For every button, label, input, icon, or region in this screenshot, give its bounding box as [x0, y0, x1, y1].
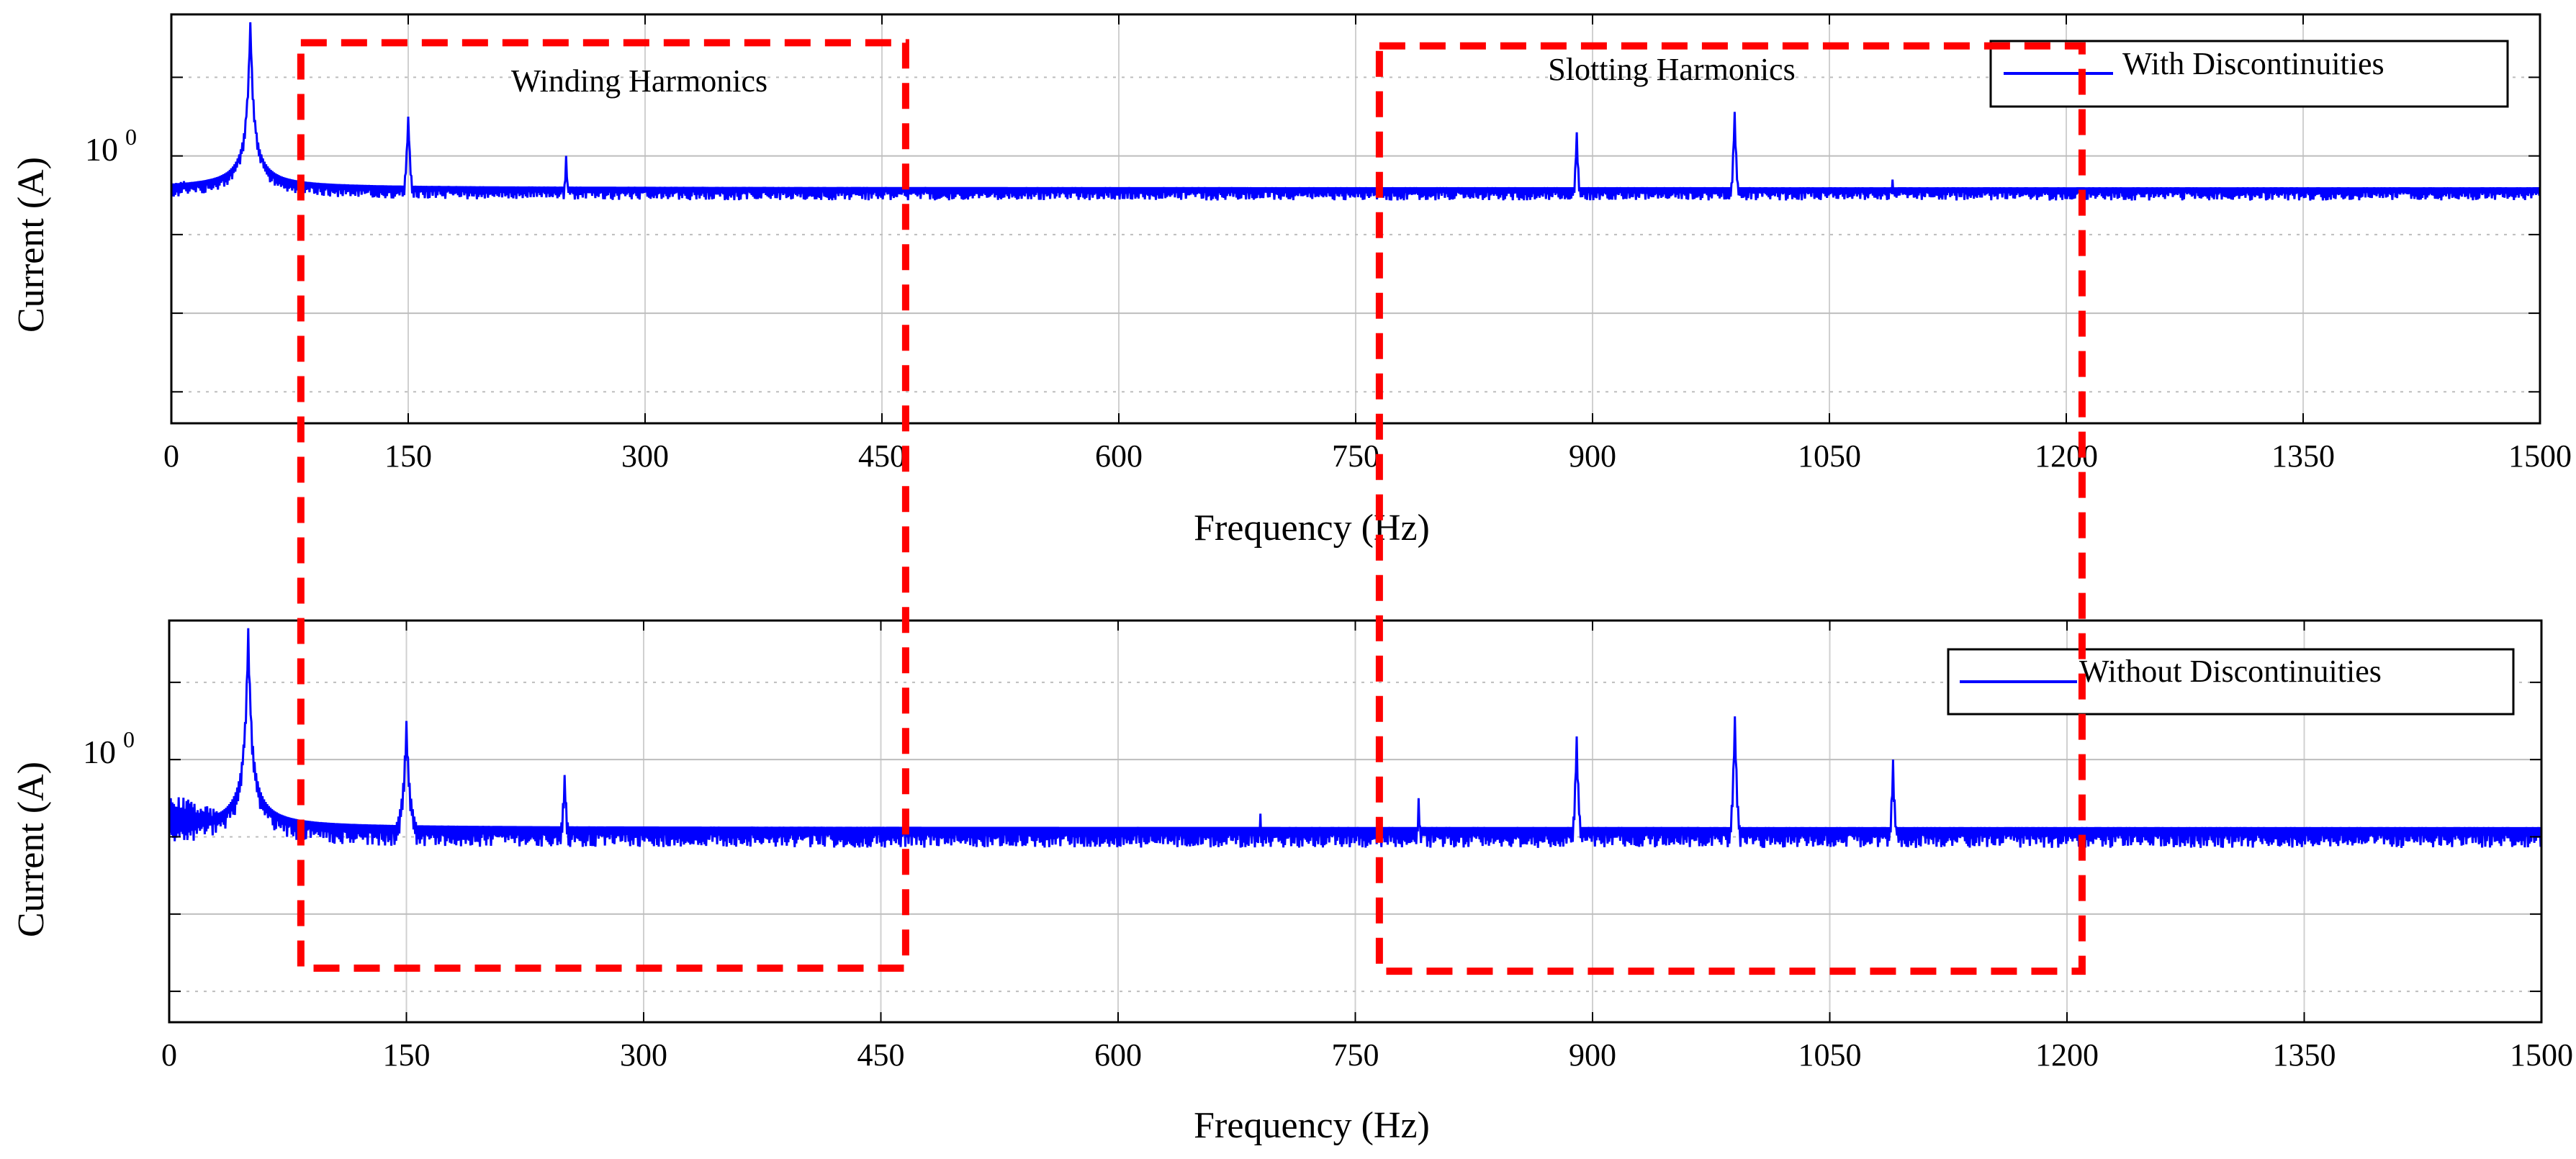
y-axis-label: Current (A): [11, 157, 52, 333]
region-winding-harmonics: [297, 39, 909, 972]
x-tick-label: 600: [1095, 438, 1143, 474]
region-slotting-harmonics: [1375, 42, 2086, 975]
x-tick-label: 1350: [2273, 1037, 2336, 1073]
x-tick-label: 900: [1569, 1037, 1616, 1073]
x-tick-label: 300: [621, 438, 669, 474]
y-tick-label-10-0: 10 0: [85, 124, 137, 168]
x-tick-label: 1050: [1798, 1037, 1862, 1073]
x-ticks: 0 150 300 450 600 750 900 1050 1200 1350 1500: [163, 14, 2572, 474]
x-tick-label: 750: [1332, 1037, 1379, 1073]
x-axis-label: Frequency (Hz): [1194, 1105, 1430, 1146]
x-axis-label: Frequency (Hz): [1194, 508, 1430, 549]
y-ticks: [171, 76, 2540, 393]
legend-label: Without Discontinuities: [2079, 654, 2382, 689]
x-tick-label: 1350: [2271, 438, 2335, 474]
x-tick-label: 300: [620, 1037, 667, 1073]
chart-with-discontinuities: 0 150 300 450 600 750 900 1050 1200 1350 1500 10 0 …: [11, 13, 2572, 549]
chart-without-discontinuities: 0 150 300 450 600 750 900 1050 1200 1350 1500 10 0 …: [11, 619, 2573, 1146]
legend[interactable]: Without Discontinuities: [1947, 648, 2515, 716]
x-tick-label: 1200: [2035, 438, 2098, 474]
series-line-with-discontinuities: [170, 22, 2541, 201]
x-tick-label: 1200: [2035, 1037, 2099, 1073]
y-tick-label-10-0: 10 0: [83, 726, 135, 770]
legend[interactable]: With Discontinuities: [1989, 40, 2509, 108]
x-tick-label: 0: [161, 1037, 177, 1073]
y-ticks: [169, 681, 2541, 993]
legend-box: [1989, 40, 2509, 108]
x-tick-label: 150: [383, 1037, 431, 1073]
x-tick-label: 900: [1569, 438, 1616, 474]
series-line-without-discontinuities: [168, 628, 2543, 848]
annotation-slotting-harmonics: Slotting Harmonics: [1548, 52, 1795, 87]
x-tick-label: 150: [384, 438, 432, 474]
x-ticks: 0 150 300 450 600 750 900 1050 1200 1350 1500: [161, 621, 2573, 1073]
x-tick-label: 450: [858, 438, 906, 474]
x-tick-label: 1050: [1798, 438, 1861, 474]
x-tick-label: 1500: [2508, 438, 2572, 474]
y-axis-label: Current (A): [11, 762, 52, 937]
highlight-regions: Winding Harmonics Slotting Harmonics: [297, 39, 2086, 975]
annotation-winding-harmonics: Winding Harmonics: [511, 63, 767, 99]
x-tick-label: 0: [163, 438, 179, 474]
x-tick-label: 600: [1094, 1037, 1142, 1073]
x-tick-label: 1500: [2510, 1037, 2573, 1073]
legend-label: With Discontinuities: [2122, 46, 2384, 81]
x-tick-label: 750: [1332, 438, 1379, 474]
x-tick-label: 450: [857, 1037, 905, 1073]
